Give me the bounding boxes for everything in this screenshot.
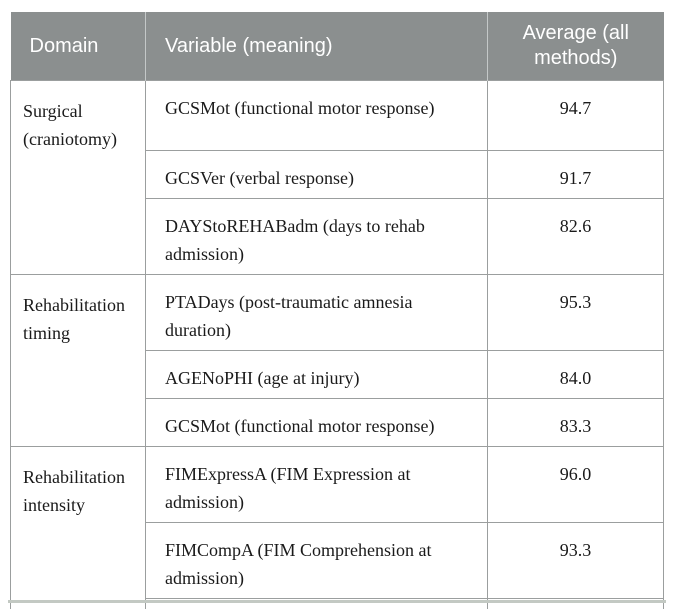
domain-cell-rehab-timing: Rehabilitation timing <box>10 274 146 447</box>
average-cell: 83.3 <box>487 398 664 447</box>
table-row: Rehabilitation timing PTADays (post-trau… <box>10 274 664 447</box>
average-cell: 93.3 <box>487 522 664 599</box>
variable-cell: GCSMot (functional motor response) <box>145 398 488 447</box>
table-header-row: Domain Variable (meaning) Average (all m… <box>10 12 664 81</box>
variable-cell: FIMExpressA (FIM Expression at admission… <box>145 446 488 523</box>
average-cell: 96.0 <box>487 446 664 523</box>
domain-cell-rehab-intensity: Rehabilitation intensity <box>10 446 146 609</box>
variable-cell: GCSMot (functional motor response) <box>145 80 488 151</box>
variables-importance-table: Domain Variable (meaning) Average (all m… <box>10 12 664 609</box>
average-cell: 84.0 <box>487 350 664 399</box>
table-row: FIMCompA (FIM Comprehension at admission… <box>11 522 664 599</box>
variable-cell: FIMCompA (FIM Comprehension at admission… <box>145 522 488 599</box>
variable-cell: PTADays (post-traumatic amnesia duration… <box>145 274 488 351</box>
average-cell: 94.7 <box>487 80 664 151</box>
average-cell: 92.7 <box>487 598 664 609</box>
table-row: Rehabilitation intensity FIMExpressA (FI… <box>10 446 664 609</box>
table-row: Surgical (craniotomy) GCSMot (functional… <box>10 80 664 275</box>
table-row: PTADays (Post-traumatic amnesia duration… <box>11 598 664 609</box>
average-cell: 91.7 <box>487 150 664 199</box>
figure-bottom-edge <box>8 600 666 603</box>
domain-cell-surgical: Surgical (craniotomy) <box>10 80 146 275</box>
average-cell: 82.6 <box>487 198 664 275</box>
variable-cell: GCSVer (verbal response) <box>145 150 488 199</box>
variable-cell: AGENoPHI (age at injury) <box>145 350 488 399</box>
average-cell: 95.3 <box>487 274 664 351</box>
table-row: GCSMot (functional motor response) 83.3 <box>11 398 664 447</box>
table-row: DAYStoREHABadm (days to rehab admission)… <box>11 198 664 275</box>
column-header-domain: Domain <box>10 12 146 81</box>
table-row: GCSVer (verbal response) 91.7 <box>11 150 664 199</box>
column-header-average: Average (all methods) <box>487 12 664 81</box>
column-header-variable: Variable (meaning) <box>145 12 488 81</box>
variable-cell: DAYStoREHABadm (days to rehab admission) <box>145 198 488 275</box>
